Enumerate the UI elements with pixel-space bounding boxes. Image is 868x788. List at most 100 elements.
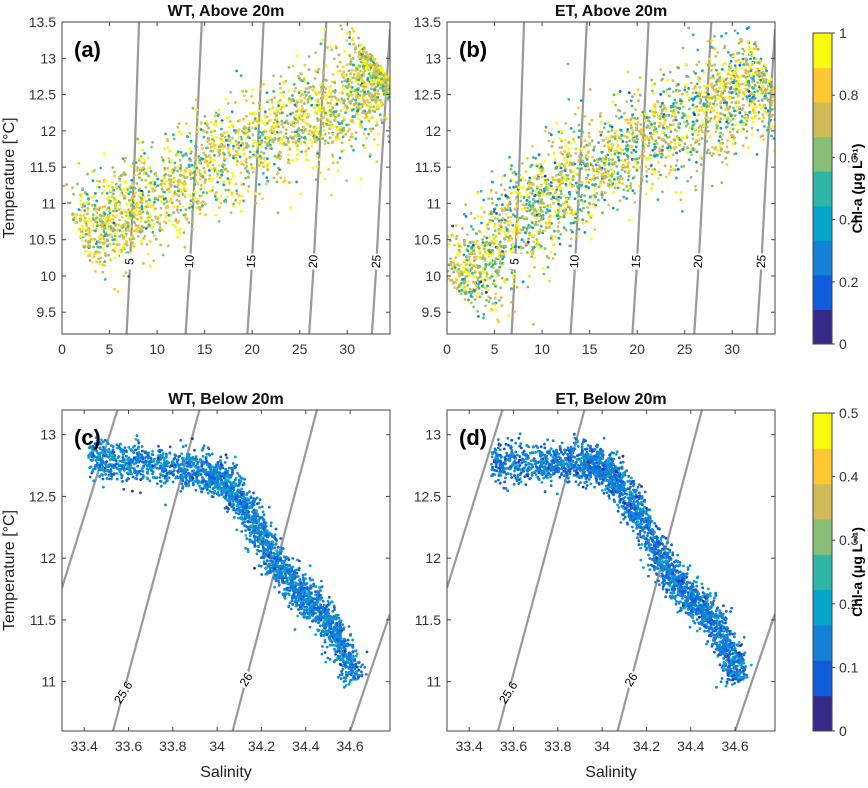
data-point [465, 260, 468, 264]
data-point [244, 176, 248, 180]
data-point [467, 258, 471, 262]
data-point [693, 130, 697, 134]
data-point [88, 251, 92, 255]
data-point [578, 165, 582, 168]
data-point [358, 96, 361, 99]
data-point [238, 199, 242, 203]
data-point [653, 152, 657, 155]
data-point [758, 103, 762, 107]
data-point [749, 57, 752, 61]
data-point [275, 180, 279, 184]
data-point [653, 142, 656, 146]
data-point [710, 106, 714, 110]
data-point [255, 150, 259, 154]
data-point [671, 123, 675, 127]
data-point [784, 122, 787, 125]
data-point [97, 185, 101, 189]
data-point [395, 106, 398, 109]
data-point [131, 162, 135, 165]
data-point [542, 272, 546, 276]
data-point [356, 88, 360, 92]
data-point [583, 194, 587, 198]
data-point [168, 200, 172, 204]
data-point [565, 198, 569, 201]
data-point [598, 167, 601, 171]
data-point [511, 282, 515, 286]
data-point [334, 110, 338, 114]
data-point [588, 88, 592, 91]
data-point [784, 115, 787, 118]
data-point [254, 117, 257, 120]
data-point [247, 175, 250, 179]
data-point [557, 236, 561, 240]
data-point [278, 82, 282, 86]
data-point [313, 89, 317, 93]
data-point [643, 138, 647, 142]
data-point [232, 144, 235, 148]
data-point [153, 200, 156, 204]
data-point [129, 239, 133, 242]
data-point [639, 93, 642, 97]
data-point [93, 168, 96, 172]
data-point [258, 192, 262, 196]
data-point [562, 194, 566, 198]
data-point [208, 174, 212, 177]
data-point [453, 286, 456, 289]
data-point [147, 190, 151, 194]
data-point [684, 83, 688, 87]
data-point [572, 130, 576, 134]
data-point [184, 216, 188, 220]
data-point [134, 228, 138, 232]
data-point [98, 222, 101, 226]
data-point [167, 157, 171, 160]
data-point [165, 188, 169, 192]
data-point [361, 58, 365, 62]
data-point [115, 209, 118, 213]
data-point [549, 184, 553, 188]
data-point [394, 89, 397, 92]
data-point [111, 227, 115, 231]
data-point [190, 210, 194, 214]
data-point [340, 149, 344, 153]
data-point [376, 69, 380, 73]
data-point [209, 149, 213, 153]
data-point [742, 49, 746, 53]
data-point [514, 190, 517, 194]
data-point [234, 129, 237, 132]
data-point [651, 182, 654, 186]
data-point [496, 217, 500, 221]
data-point [758, 59, 762, 63]
data-point [277, 139, 280, 142]
data-point [601, 158, 605, 162]
data-point [610, 125, 614, 129]
data-point [95, 179, 99, 183]
data-point [297, 91, 301, 94]
data-point [103, 226, 107, 230]
data-point [736, 130, 739, 134]
data-point [227, 135, 231, 139]
data-point [133, 186, 137, 190]
data-point [151, 180, 155, 183]
data-point [742, 74, 746, 78]
data-point [118, 203, 122, 207]
data-point [472, 305, 476, 309]
data-point [239, 160, 242, 164]
data-point [706, 84, 710, 88]
data-point [124, 156, 128, 160]
data-point [348, 54, 352, 58]
data-point [309, 85, 312, 89]
data-point [478, 249, 481, 253]
data-point [710, 154, 714, 158]
data-point [626, 165, 629, 169]
data-point [677, 141, 681, 145]
data-point [229, 211, 233, 215]
data-point [115, 238, 118, 242]
data-point [200, 201, 203, 205]
contour-label: 15 [244, 254, 259, 269]
data-point [761, 77, 765, 81]
data-point [592, 174, 596, 178]
data-point [354, 92, 358, 95]
data-point [719, 92, 723, 96]
data-point [490, 170, 494, 173]
data-point [304, 149, 308, 153]
